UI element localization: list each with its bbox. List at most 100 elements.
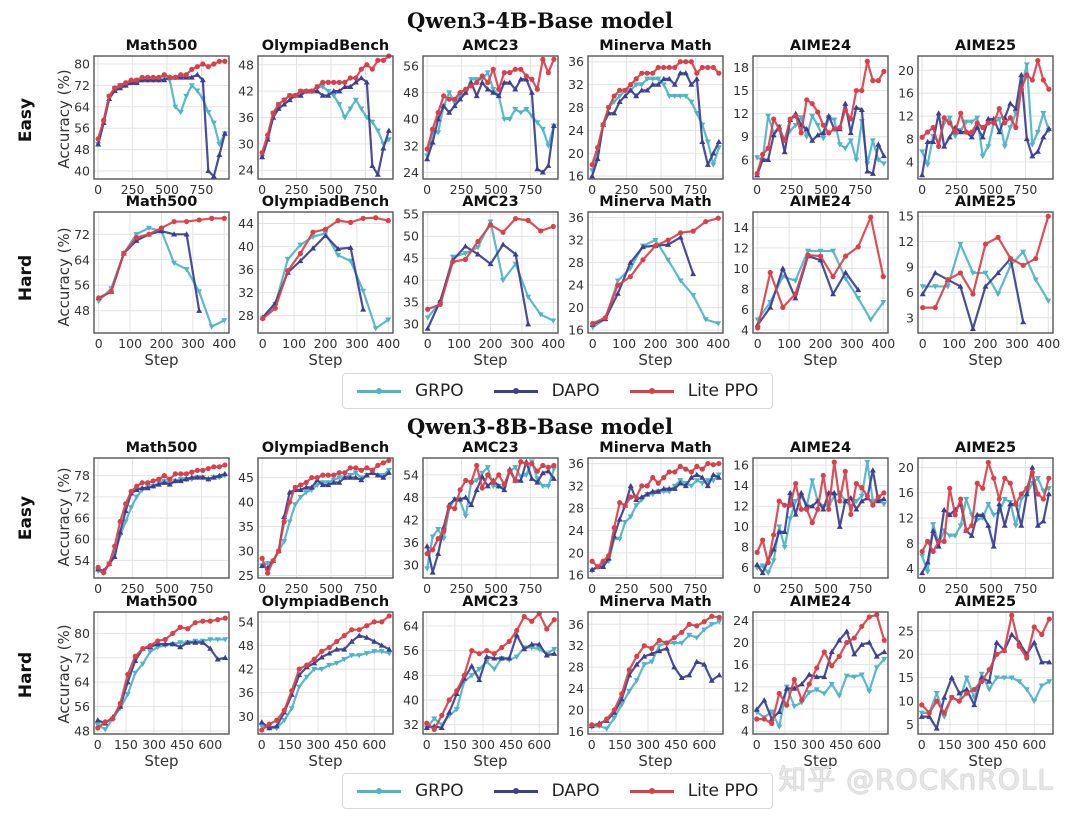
y-tick-label: 30	[238, 136, 254, 151]
x-axis-label: Step	[638, 752, 672, 770]
data-point-dapo	[933, 725, 940, 731]
data-point-dapo	[534, 166, 541, 172]
data-point-lite-ppo	[431, 726, 437, 732]
data-point-lite-ppo	[145, 480, 151, 486]
data-point-grpo	[378, 649, 385, 655]
y-tick-label: 56	[74, 278, 90, 293]
data-point-dapo	[319, 481, 326, 488]
data-point-dapo	[154, 641, 161, 647]
data-point-lite-ppo	[754, 716, 760, 722]
data-point-lite-ppo	[1029, 469, 1035, 476]
x-tick-label: 750	[684, 581, 708, 596]
data-point-dapo	[435, 550, 442, 556]
data-point-dapo	[205, 167, 212, 174]
plot-frame	[422, 457, 559, 579]
data-point-dapo	[528, 641, 535, 647]
data-point-dapo	[671, 485, 678, 491]
x-tick-label: 0	[258, 581, 266, 596]
data-point-dapo	[133, 486, 140, 492]
y-tick-label: 8	[741, 540, 749, 555]
data-point-dapo	[468, 79, 475, 85]
data-point-lite-ppo	[633, 76, 639, 82]
x-tick-label: 250	[121, 581, 145, 596]
data-point-lite-ppo	[617, 87, 623, 93]
data-point-lite-ppo	[454, 688, 460, 694]
data-point-lite-ppo	[771, 532, 777, 538]
data-point-dapo	[1029, 153, 1036, 159]
series-line-dapo	[97, 73, 226, 178]
data-point-dapo	[161, 479, 168, 485]
data-point-grpo	[468, 673, 475, 679]
data-point-lite-ppo	[606, 104, 612, 111]
x-tick-label: 100	[777, 336, 801, 351]
data-point-dapo	[666, 75, 673, 82]
panel-qwen3-4b-base-hard-minerva-math: Minerva Math 0 100 200 300 400 16 20 24 28 32 36 Ste…	[568, 194, 730, 369]
watermark: 知乎 @ROCKnROLL	[778, 763, 1054, 796]
data-point-lite-ppo	[809, 520, 815, 526]
data-point-dapo	[633, 93, 640, 99]
data-point-grpo	[1034, 476, 1041, 482]
data-point-dapo	[941, 694, 948, 700]
y-tick-label: 16	[568, 724, 584, 739]
x-tick-label: 750	[849, 182, 873, 197]
data-point-dapo	[996, 129, 1003, 135]
legend-label-dapo: DAPO	[551, 781, 600, 801]
data-point-grpo	[385, 317, 392, 323]
data-point-grpo	[614, 278, 621, 284]
data-point-dapo	[671, 81, 678, 87]
y-tick-label: 72	[74, 227, 90, 242]
data-point-dapo	[258, 719, 265, 725]
data-point-dapo	[457, 96, 464, 102]
y-tick-label: 20	[898, 647, 914, 662]
data-point-dapo	[648, 650, 655, 656]
data-point-dapo	[194, 474, 201, 480]
data-point-dapo	[809, 503, 816, 509]
data-point-dapo	[309, 245, 316, 251]
data-point-dapo	[318, 654, 325, 660]
data-point-dapo	[500, 241, 507, 247]
data-point-grpo	[222, 637, 229, 643]
data-point-grpo	[333, 660, 340, 667]
data-point-lite-ppo	[189, 469, 195, 475]
series-line-grpo	[756, 658, 886, 728]
data-point-grpo	[996, 116, 1003, 122]
data-point-dapo	[273, 723, 280, 729]
y-tick-label: 32	[238, 285, 254, 300]
data-point-lite-ppo	[1024, 655, 1030, 661]
data-point-grpo	[545, 483, 552, 490]
data-point-grpo	[930, 522, 937, 528]
data-point-dapo	[1023, 491, 1030, 497]
y-tick-label: 24	[733, 613, 749, 628]
data-point-lite-ppo	[331, 79, 337, 85]
y-tick-label: 48	[403, 668, 419, 683]
data-point-dapo	[655, 488, 662, 494]
y-tick-label: 48	[74, 723, 90, 738]
data-point-dapo	[424, 156, 431, 162]
data-point-dapo	[424, 325, 431, 331]
data-point-dapo	[869, 170, 876, 176]
y-tick-label: 4	[906, 154, 914, 169]
plot-frame	[752, 457, 889, 579]
data-point-dapo	[523, 76, 530, 82]
y-tick-label: 48	[238, 638, 254, 653]
data-point-lite-ppo	[853, 481, 859, 487]
plot-frame	[257, 457, 394, 579]
data-point-lite-ppo	[222, 462, 228, 468]
data-point-lite-ppo	[831, 126, 837, 132]
data-point-lite-ppo	[784, 702, 790, 708]
panel-title: Math500	[126, 440, 198, 456]
data-point-dapo	[199, 474, 206, 480]
data-point-dapo	[1034, 522, 1041, 528]
data-point-grpo	[985, 144, 992, 150]
data-point-grpo	[356, 653, 363, 659]
data-point-lite-ppo	[1031, 624, 1037, 630]
x-tick-label: 300	[142, 737, 166, 752]
y-tick-label: 6	[741, 152, 749, 167]
data-point-lite-ppo	[688, 469, 694, 475]
plot-frame	[587, 457, 724, 579]
data-point-lite-ppo	[633, 494, 639, 500]
y-tick-label: 66	[74, 511, 90, 526]
data-point-grpo	[873, 665, 880, 671]
data-point-lite-ppo	[439, 712, 445, 719]
data-point-lite-ppo	[930, 124, 936, 131]
